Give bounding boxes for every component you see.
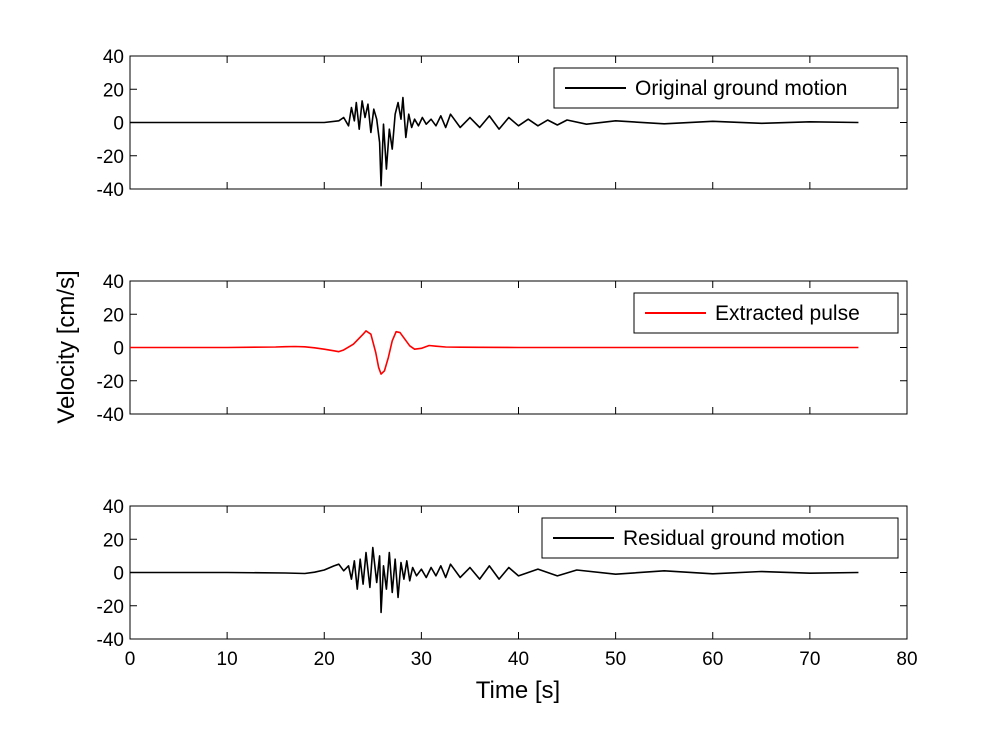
- x-tick-label: 70: [799, 649, 820, 670]
- y-tick-label: 40: [103, 47, 124, 68]
- x-tick-label: 40: [508, 649, 529, 670]
- y-tick-label: 20: [103, 305, 124, 326]
- series-line: [130, 96, 859, 187]
- y-tick-label: 20: [103, 80, 124, 101]
- y-tick-label: 0: [113, 564, 124, 585]
- legend-label: Original ground motion: [635, 77, 847, 100]
- y-tick-label: -40: [97, 405, 124, 426]
- y-tick-label: 40: [103, 272, 124, 293]
- series-line: [130, 546, 859, 614]
- y-tick-label: 0: [113, 114, 124, 135]
- y-axis-label: Velocity [cm/s]: [53, 270, 80, 423]
- x-tick-label: 50: [605, 649, 626, 670]
- x-tick-label: 10: [217, 649, 238, 670]
- panel-pulse: 40 20 0 -20 -40 Extracted pulse: [97, 272, 908, 426]
- y-tick-label: 40: [103, 497, 124, 518]
- x-tick-label: 0: [125, 649, 136, 670]
- y-tick-label: 0: [113, 339, 124, 360]
- y-tick-label: -20: [97, 372, 124, 393]
- y-tick-label: -40: [97, 630, 124, 651]
- y-tick-label: -20: [97, 597, 124, 618]
- x-tick-label: 60: [702, 649, 723, 670]
- x-axis-label: Time [s]: [476, 677, 560, 704]
- x-tick-label: 30: [411, 649, 432, 670]
- legend-label: Residual ground motion: [623, 527, 845, 550]
- legend-label: Extracted pulse: [715, 302, 860, 325]
- x-tick-label: 20: [314, 649, 335, 670]
- y-tick-label: -20: [97, 147, 124, 168]
- y-tick-label: 20: [103, 530, 124, 551]
- series-line: [130, 330, 859, 375]
- x-tick-label: 80: [896, 649, 917, 670]
- panel-original: 40 20 0 -20 -40 Original ground motion: [97, 47, 908, 201]
- y-tick-label: -40: [97, 180, 124, 201]
